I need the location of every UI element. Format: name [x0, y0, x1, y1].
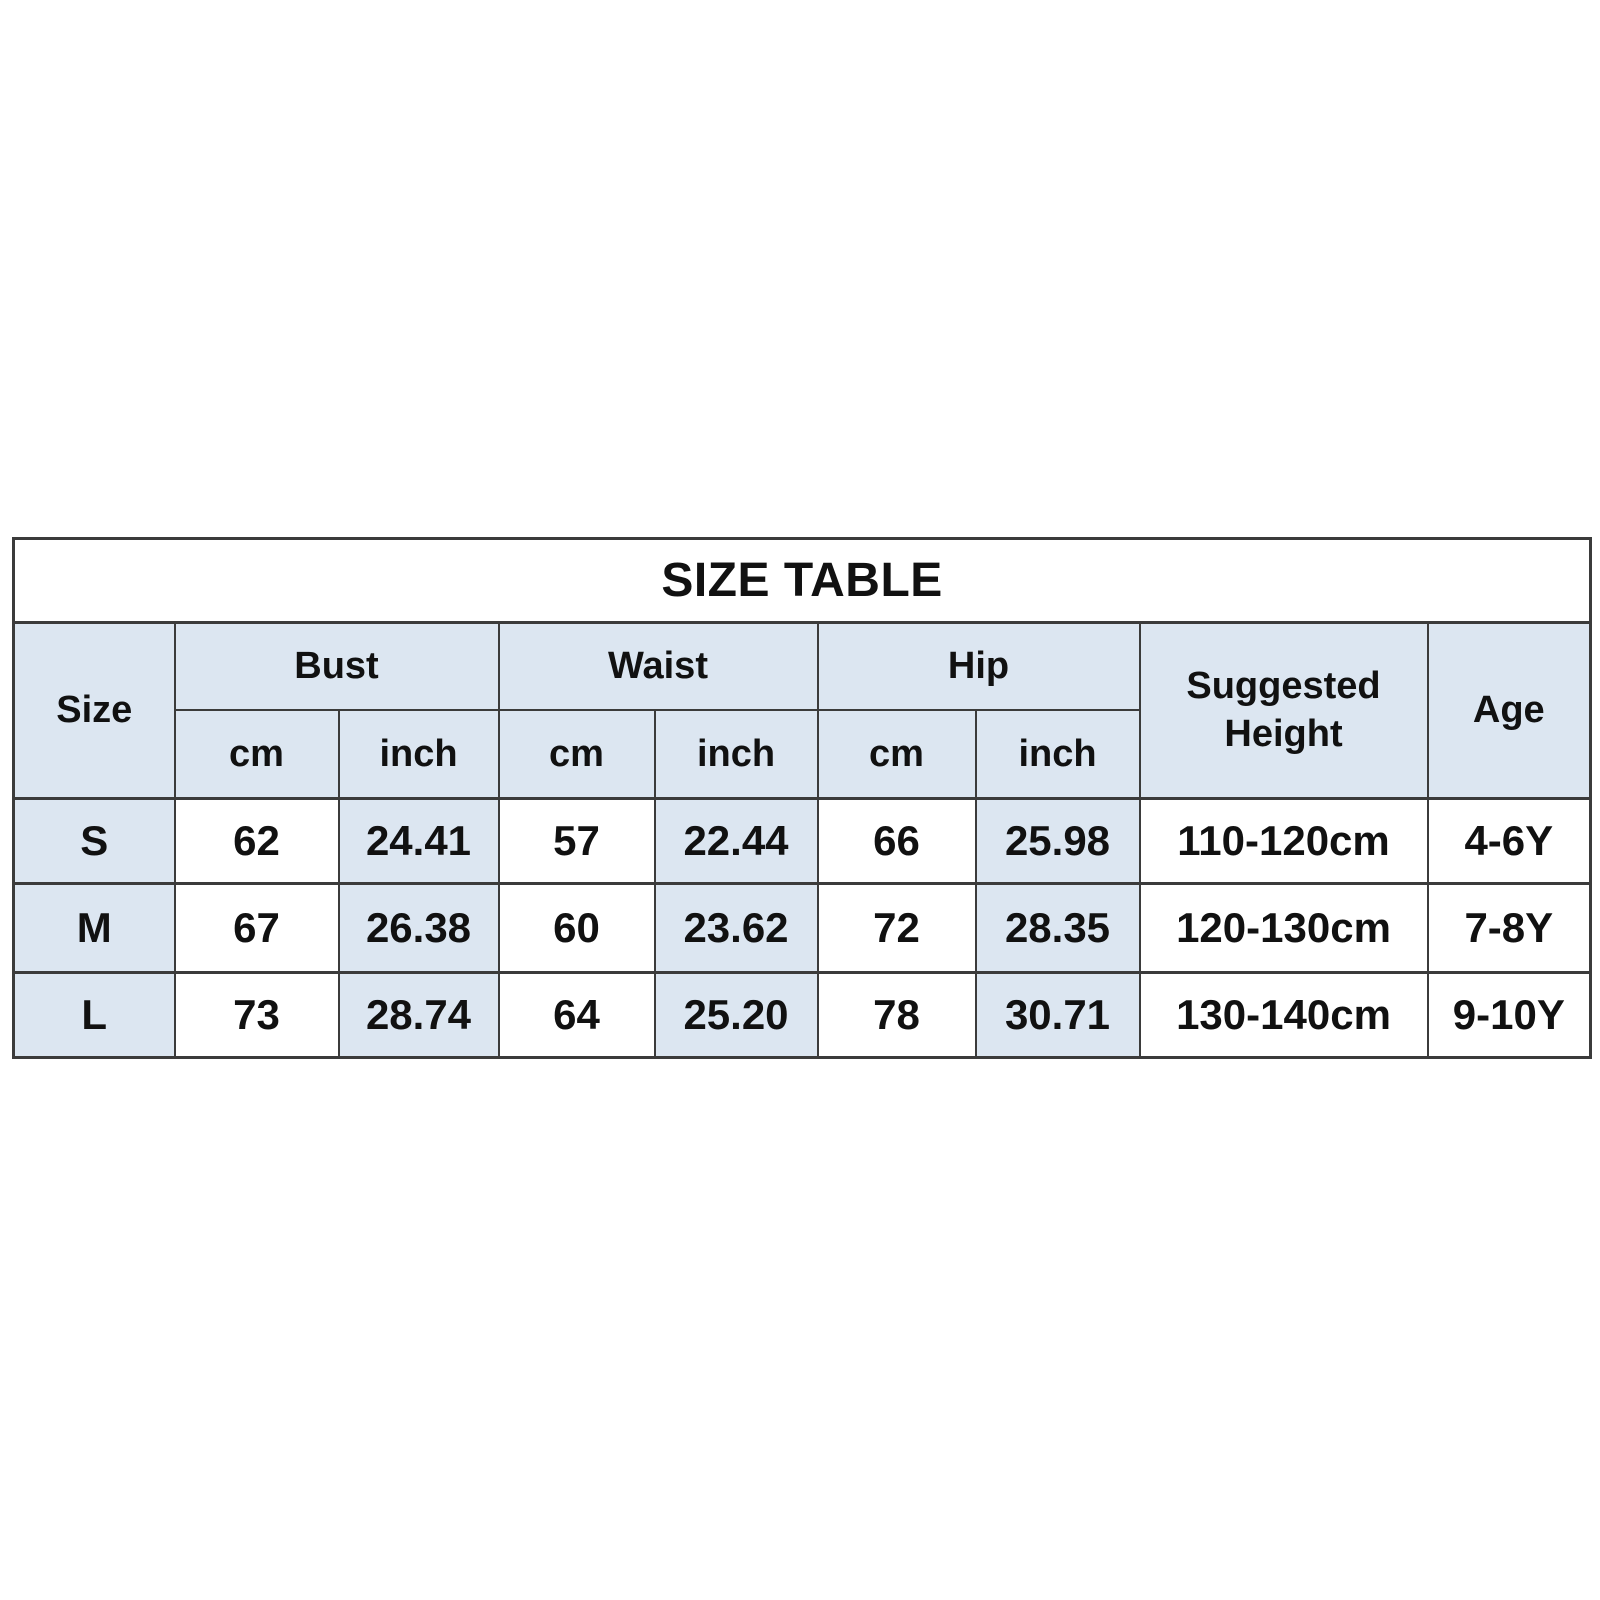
header-hip-cm: cm: [816, 709, 977, 800]
cell-hip-cm: 66: [816, 797, 977, 885]
cell-bust-cm: 67: [173, 882, 340, 974]
header-waist-cm: cm: [497, 709, 656, 800]
header-waist-inch: inch: [653, 709, 819, 800]
header-hip-inch: inch: [974, 709, 1141, 800]
cell-hip-cm: 78: [816, 971, 977, 1059]
size-table: SIZE TABLE Size Bust Waist Hip Suggested…: [12, 537, 1593, 1059]
header-age: Age: [1426, 621, 1592, 800]
cell-age: 4-6Y: [1426, 797, 1592, 885]
cell-bust-inch: 26.38: [337, 882, 500, 974]
table-title: SIZE TABLE: [12, 537, 1592, 624]
cell-hip-inch: 25.98: [974, 797, 1141, 885]
header-waist: Waist: [497, 621, 819, 711]
cell-waist-cm: 64: [497, 971, 656, 1059]
header-size: Size: [12, 621, 176, 800]
cell-age: 9-10Y: [1426, 971, 1592, 1059]
cell-suggested-height: 130-140cm: [1138, 971, 1429, 1059]
cell-waist-cm: 60: [497, 882, 656, 974]
cell-waist-cm: 57: [497, 797, 656, 885]
header-hip: Hip: [816, 621, 1141, 711]
title-row: SIZE TABLE: [12, 537, 1592, 624]
cell-size: M: [12, 882, 176, 974]
cell-size: S: [12, 797, 176, 885]
cell-hip-inch: 30.71: [974, 971, 1141, 1059]
table-row-m: M 67 26.38 60 23.62 72 28.35 120-130cm 7…: [12, 882, 1592, 974]
header-bust: Bust: [173, 621, 500, 711]
cell-waist-inch: 23.62: [653, 882, 819, 974]
header-suggested-height: Suggested Height: [1138, 621, 1429, 800]
cell-hip-cm: 72: [816, 882, 977, 974]
header-bust-inch: inch: [337, 709, 500, 800]
cell-size: L: [12, 971, 176, 1059]
table-row-s: S 62 24.41 57 22.44 66 25.98 110-120cm 4…: [12, 797, 1592, 885]
cell-waist-inch: 22.44: [653, 797, 819, 885]
cell-hip-inch: 28.35: [974, 882, 1141, 974]
cell-bust-cm: 73: [173, 971, 340, 1059]
header-bust-cm: cm: [173, 709, 340, 800]
table-row-l: L 73 28.74 64 25.20 78 30.71 130-140cm 9…: [12, 971, 1592, 1059]
cell-bust-cm: 62: [173, 797, 340, 885]
cell-suggested-height: 120-130cm: [1138, 882, 1429, 974]
cell-bust-inch: 24.41: [337, 797, 500, 885]
cell-age: 7-8Y: [1426, 882, 1592, 974]
cell-bust-inch: 28.74: [337, 971, 500, 1059]
header-unit-row: cm inch cm inch cm inch: [14, 709, 1591, 800]
cell-waist-inch: 25.20: [653, 971, 819, 1059]
header-group-row: Size Bust Waist Hip Suggested Height Age: [12, 621, 1592, 800]
cell-suggested-height: 110-120cm: [1138, 797, 1429, 885]
